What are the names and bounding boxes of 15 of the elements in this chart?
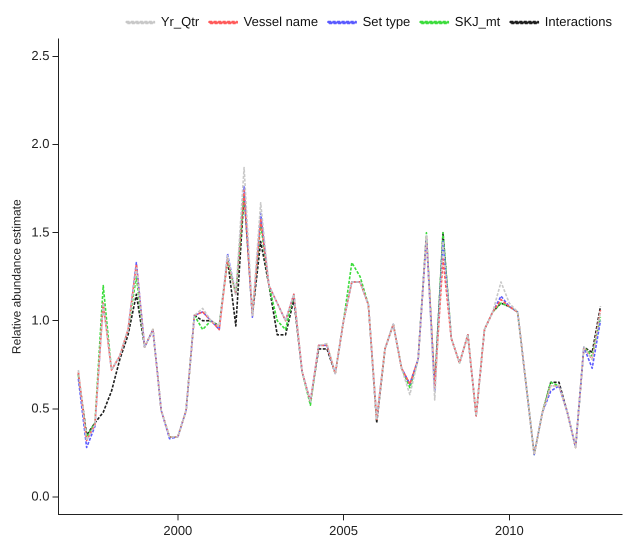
x-tick-label: 2000 — [163, 522, 192, 538]
legend-label: Set type — [362, 14, 410, 30]
x-tick-label: 2010 — [494, 522, 524, 538]
y-tick-label: 0.5 — [31, 400, 50, 416]
y-axis-title: Relative abundance estimate — [10, 198, 24, 354]
y-tick-label: 1.5 — [31, 224, 50, 240]
x-tick-label: 2005 — [329, 522, 358, 538]
y-tick-label: 2.0 — [31, 136, 50, 152]
y-tick-label: 0.0 — [31, 488, 50, 504]
legend-label: Vessel name — [244, 14, 318, 30]
legend-label: SKJ_mt — [454, 14, 501, 30]
y-tick-label: 2.5 — [31, 48, 50, 64]
legend-label: Yr_Qtr — [160, 14, 200, 30]
legend-label: Interactions — [544, 14, 612, 30]
y-tick-label: 1.0 — [31, 312, 50, 328]
